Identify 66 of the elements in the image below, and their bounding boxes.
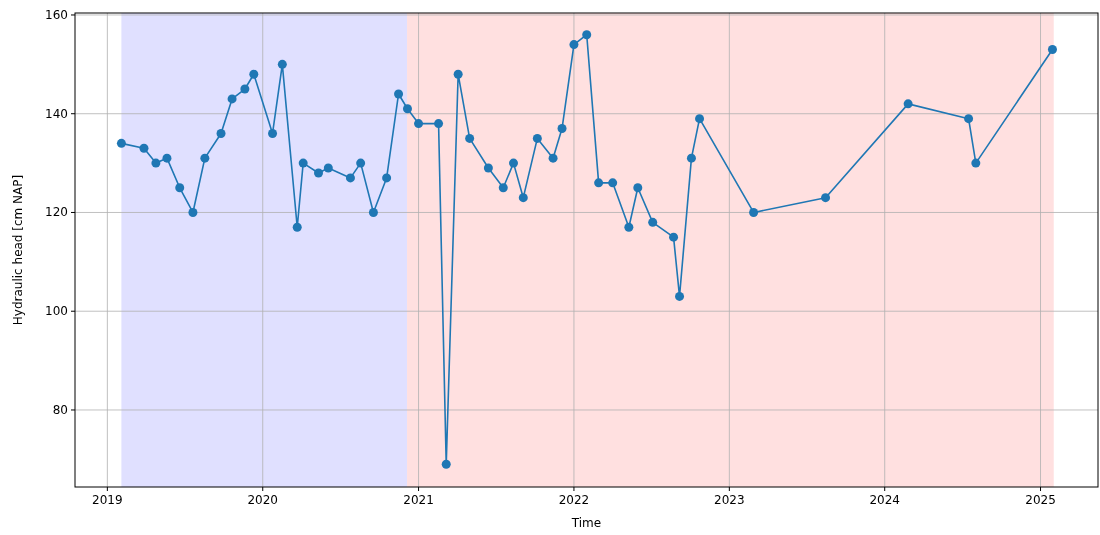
x-tick-label: 2019 xyxy=(92,493,123,507)
point xyxy=(434,119,444,129)
y-tick-label: 80 xyxy=(52,402,68,417)
point xyxy=(686,153,696,163)
y-tick-label: 100 xyxy=(45,304,68,319)
x-tick-label: 2025 xyxy=(1025,493,1056,507)
point xyxy=(441,459,451,469)
x-tick-label: 2023 xyxy=(714,493,745,507)
point xyxy=(453,69,463,79)
point xyxy=(548,153,558,163)
point xyxy=(821,193,831,203)
point xyxy=(648,217,658,227)
point xyxy=(292,222,302,232)
y-tick-label: 140 xyxy=(45,106,68,121)
point xyxy=(964,114,974,124)
point xyxy=(971,158,981,168)
point xyxy=(508,158,518,168)
point xyxy=(695,114,705,124)
point xyxy=(608,178,618,188)
point xyxy=(675,291,685,301)
x-tick-label: 2024 xyxy=(869,493,900,507)
point xyxy=(402,104,412,114)
point xyxy=(569,40,579,50)
point xyxy=(414,119,424,129)
y-tick-label: 160 xyxy=(45,7,68,22)
point xyxy=(483,163,493,173)
x-axis-title: Time xyxy=(570,516,602,530)
point xyxy=(175,183,185,193)
point xyxy=(249,69,259,79)
point xyxy=(382,173,392,183)
point xyxy=(139,143,149,153)
point xyxy=(345,173,355,183)
y-axis-title: Hydraulic head [cm NAP] xyxy=(11,174,25,326)
point xyxy=(465,133,475,143)
point xyxy=(633,183,643,193)
point xyxy=(200,153,210,163)
point xyxy=(298,158,308,168)
point xyxy=(394,89,404,99)
point xyxy=(277,59,287,69)
x-tick-label: 2021 xyxy=(403,493,434,507)
y-tick-label: 120 xyxy=(45,205,68,220)
point xyxy=(116,138,126,148)
point xyxy=(582,30,592,40)
point xyxy=(314,168,324,178)
point xyxy=(624,222,634,232)
point xyxy=(557,124,567,134)
point xyxy=(268,128,278,138)
point xyxy=(1047,45,1057,55)
point xyxy=(162,153,172,163)
point xyxy=(151,158,161,168)
point xyxy=(669,232,679,242)
point xyxy=(216,128,226,138)
point xyxy=(532,133,542,143)
point xyxy=(518,193,528,203)
point xyxy=(227,94,237,104)
x-tick-label: 2020 xyxy=(247,493,279,507)
point xyxy=(240,84,250,94)
point xyxy=(498,183,508,193)
point xyxy=(903,99,913,109)
point xyxy=(594,178,604,188)
point xyxy=(356,158,366,168)
point xyxy=(323,163,333,173)
x-tick-label: 2022 xyxy=(558,493,590,507)
point xyxy=(188,207,198,217)
point xyxy=(368,207,378,217)
point xyxy=(749,207,759,217)
